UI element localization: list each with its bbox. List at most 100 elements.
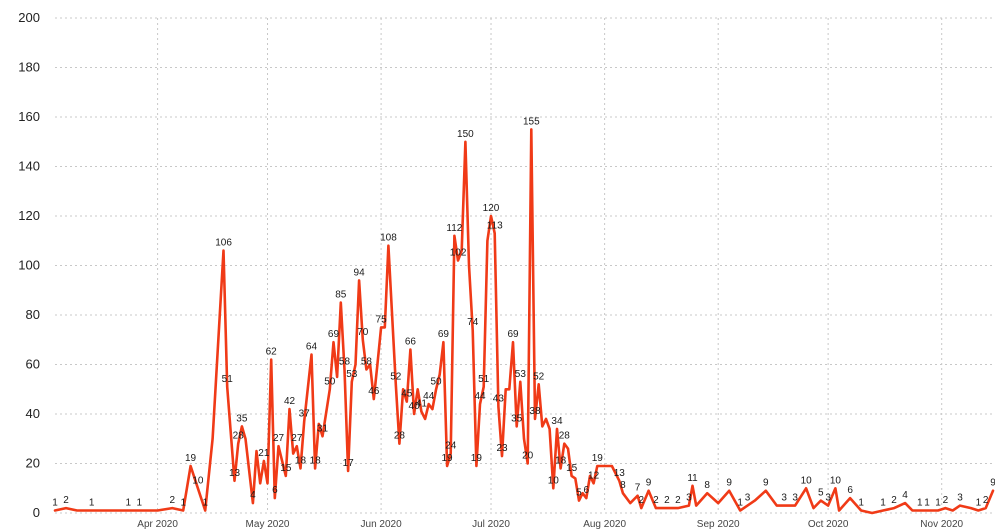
data-label: 8	[620, 480, 626, 491]
data-label: 106	[215, 238, 232, 249]
data-label: 18	[295, 455, 307, 466]
data-label: 150	[457, 129, 474, 140]
data-label: 2	[664, 495, 670, 506]
data-label: 52	[390, 371, 402, 382]
data-label: 23	[496, 443, 508, 454]
data-label: 27	[291, 433, 303, 444]
data-label: 3	[745, 493, 751, 504]
data-label: 3	[781, 493, 787, 504]
data-label: 5	[818, 488, 824, 499]
data-label: 53	[515, 369, 527, 380]
data-label: 34	[551, 416, 563, 427]
data-label: 1	[976, 498, 982, 509]
data-label: 5	[576, 488, 582, 499]
data-label: 85	[335, 290, 347, 301]
y-tick-label: 180	[18, 60, 40, 75]
y-tick-label: 200	[18, 10, 40, 25]
data-label: 19	[471, 453, 483, 464]
data-label: 112	[446, 223, 462, 234]
data-label: 2	[983, 495, 989, 506]
data-label: 74	[467, 317, 479, 328]
data-label: 58	[339, 356, 351, 367]
data-label: 19	[441, 453, 453, 464]
data-label: 113	[487, 220, 503, 231]
data-label: 1	[89, 498, 95, 509]
data-label: 1	[180, 498, 186, 509]
x-tick-label: Oct 2020	[808, 519, 849, 530]
data-label: 38	[529, 406, 541, 417]
x-tick-label: Apr 2020	[137, 519, 178, 530]
data-label: 19	[185, 453, 197, 464]
data-label: 62	[266, 347, 278, 358]
data-label: 19	[592, 453, 604, 464]
data-label: 20	[522, 451, 534, 462]
data-label: 4	[250, 490, 256, 501]
y-tick-label: 140	[18, 159, 40, 174]
data-label: 2	[653, 495, 659, 506]
data-label: 35	[511, 413, 523, 424]
data-label: 108	[380, 233, 397, 244]
data-label: 1	[52, 498, 58, 509]
x-tick-label: Jun 2020	[361, 519, 403, 530]
data-label: 24	[445, 441, 457, 452]
data-label: 102	[450, 248, 467, 259]
data-label: 28	[394, 431, 406, 442]
data-label: 53	[346, 369, 358, 380]
data-label: 27	[273, 433, 285, 444]
data-label: 10	[830, 475, 842, 486]
data-label: 41	[416, 399, 428, 410]
data-label: 12	[588, 470, 600, 481]
data-label: 2	[891, 495, 897, 506]
data-label: 64	[306, 342, 318, 353]
data-label: 15	[566, 463, 578, 474]
data-label: 50	[324, 376, 336, 387]
y-gridlines	[55, 17, 993, 514]
data-label: 45	[401, 389, 413, 400]
x-tick-label: Jul 2020	[472, 519, 510, 530]
y-axis-ticks: 0 20 40 60 80 100 120 140 160 180 200	[18, 10, 40, 520]
y-tick-label: 40	[26, 406, 40, 421]
data-label: 35	[236, 413, 248, 424]
data-label: 52	[533, 371, 545, 382]
data-label: 94	[354, 267, 366, 278]
data-label: 66	[405, 337, 417, 348]
data-label: 4	[902, 490, 908, 501]
x-tick-label: Aug 2020	[583, 519, 626, 530]
data-label: 1	[917, 498, 923, 509]
data-label: 6	[584, 485, 590, 496]
data-label: 69	[328, 329, 340, 340]
data-label: 11	[687, 473, 698, 484]
data-label: 10	[801, 475, 813, 486]
data-label: 155	[523, 116, 540, 127]
data-label: 10	[192, 475, 204, 486]
y-tick-label: 100	[18, 258, 40, 273]
data-label: 51	[222, 374, 234, 385]
data-label: 15	[280, 463, 292, 474]
y-tick-label: 80	[26, 307, 40, 322]
data-label: 42	[284, 396, 296, 407]
data-label: 70	[357, 327, 369, 338]
data-label: 44	[423, 391, 435, 402]
data-label: 44	[474, 391, 486, 402]
data-label: 2	[638, 495, 644, 506]
data-label: 1	[202, 498, 208, 509]
data-label: 69	[438, 329, 450, 340]
data-label: 18	[555, 455, 567, 466]
data-label: 9	[990, 478, 995, 489]
data-label: 1	[924, 498, 930, 509]
y-tick-label: 160	[18, 109, 40, 124]
data-label: 21	[258, 448, 270, 459]
x-axis-ticks: Apr 2020 May 2020 Jun 2020 Jul 2020 Aug 2020…	[137, 519, 963, 530]
data-label: 1	[935, 498, 941, 509]
data-label: 58	[361, 356, 373, 367]
data-label: 9	[646, 478, 652, 489]
data-label: 31	[317, 423, 329, 434]
data-label: 7	[635, 483, 641, 494]
y-tick-label: 60	[26, 357, 40, 372]
series-group	[53, 128, 995, 515]
y-tick-label: 20	[26, 456, 40, 471]
data-label: 9	[726, 478, 732, 489]
data-label: 8	[704, 480, 710, 491]
data-label: 37	[299, 408, 311, 419]
x-tick-label: Sep 2020	[697, 519, 740, 530]
